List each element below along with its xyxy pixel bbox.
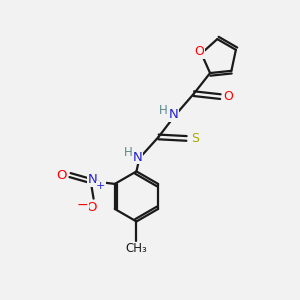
Text: O: O — [56, 169, 67, 182]
Text: H: H — [159, 104, 168, 117]
Text: H: H — [124, 146, 133, 159]
Text: O: O — [194, 46, 204, 59]
Text: N: N — [168, 108, 178, 122]
Text: CH₃: CH₃ — [126, 242, 147, 255]
Text: N: N — [133, 151, 143, 164]
Text: +: + — [96, 181, 106, 191]
Text: −: − — [76, 198, 88, 212]
Text: S: S — [191, 132, 199, 145]
Text: N: N — [88, 173, 98, 186]
Text: O: O — [86, 201, 97, 214]
Text: O: O — [224, 90, 234, 103]
